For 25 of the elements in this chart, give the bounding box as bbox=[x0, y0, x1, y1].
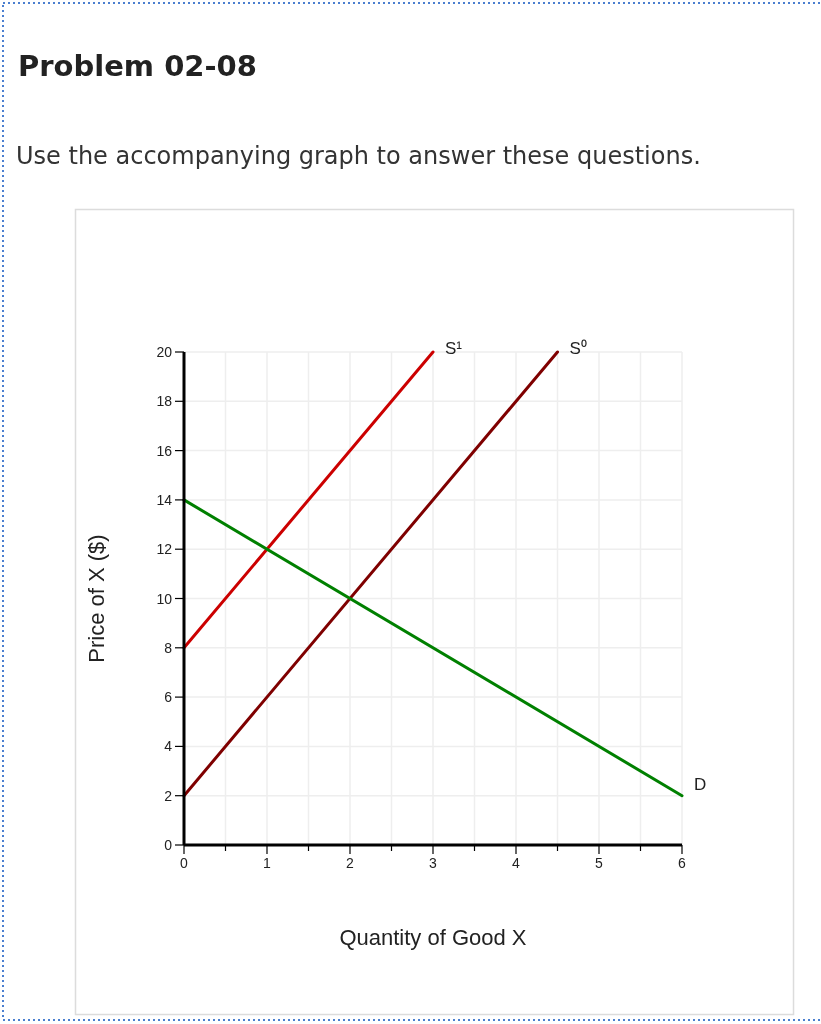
x-tick-label: 4 bbox=[512, 855, 521, 871]
y-tick-label: 0 bbox=[164, 837, 173, 853]
x-tick-label: 5 bbox=[595, 855, 604, 871]
series-label: S⁰ bbox=[569, 339, 587, 358]
chart-subtitle: Use the accompanying graph to answer these questions. bbox=[16, 142, 701, 170]
x-axis-title: Quantity of Good X bbox=[339, 925, 527, 950]
x-tick-label: 1 bbox=[263, 855, 272, 871]
y-tick-label: 4 bbox=[164, 738, 173, 755]
series-label: D bbox=[694, 774, 707, 794]
y-tick-label: 2 bbox=[164, 787, 173, 804]
x-tick-label: 2 bbox=[346, 855, 355, 871]
y-tick-label: 18 bbox=[156, 393, 173, 410]
y-tick-label: 20 bbox=[156, 344, 173, 360]
chart-title: Problem 02-08 bbox=[18, 49, 257, 83]
series-label: S¹ bbox=[445, 339, 463, 358]
y-tick-label: 12 bbox=[156, 541, 173, 558]
y-axis-title: Price of X ($) bbox=[84, 534, 109, 663]
x-tick-label: 3 bbox=[429, 855, 438, 871]
x-tick-label: 0 bbox=[180, 855, 189, 871]
y-tick-label: 10 bbox=[156, 590, 173, 607]
y-tick-label: 16 bbox=[156, 442, 173, 459]
y-tick-label: 6 bbox=[164, 689, 173, 706]
y-tick-label: 14 bbox=[156, 491, 173, 508]
x-tick-label: 6 bbox=[678, 855, 687, 871]
y-tick-label: 8 bbox=[164, 639, 173, 656]
